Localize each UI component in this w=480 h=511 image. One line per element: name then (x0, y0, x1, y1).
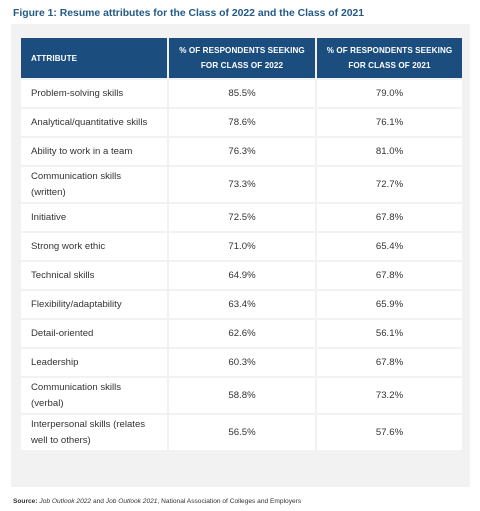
attribute-label: Technical skills (31, 269, 95, 281)
value-class-2021: 57.6% (317, 415, 462, 450)
table-row: Communication skills (verbal) 58.8% 73.2% (21, 378, 462, 413)
value-class-2021: 76.1% (317, 109, 462, 136)
value-class-2021: 81.0% (317, 138, 462, 165)
attribute-label: well to others) (31, 434, 91, 446)
attribute-cell: Technical skills (21, 262, 167, 289)
table-row: Initiative 72.5% 67.8% (21, 204, 462, 231)
attribute-label: Flexibility/adaptability (31, 298, 122, 310)
value-class-2022: 72.5% (169, 204, 315, 231)
source-organization: , National Association of Colleges and E… (157, 498, 302, 505)
source-label: Source: (13, 498, 38, 505)
value-class-2022: 58.8% (169, 378, 315, 413)
attribute-cell: Ability to work in a team (21, 138, 167, 165)
table-row: Interpersonal skills (relates well to oth… (21, 415, 462, 450)
attribute-label: Analytical/quantitative skills (31, 116, 148, 128)
value-class-2022: 60.3% (169, 349, 315, 376)
table-row: Ability to work in a team 76.3% 81.0% (21, 138, 462, 165)
table-row: Flexibility/adaptability 63.4% 65.9% (21, 291, 462, 318)
value-class-2021: 65.4% (317, 233, 462, 260)
value-class-2022: 73.3% (169, 167, 315, 202)
value-class-2021: 67.8% (317, 349, 462, 376)
value-class-2021: 73.2% (317, 378, 462, 413)
table-body: Problem-solving skills 85.5% 79.0% Analytic… (21, 80, 462, 450)
value-class-2021: 79.0% (317, 80, 462, 107)
header-attribute-label: ATTRIBUTE (31, 53, 78, 63)
table-row: Detail-oriented 62.6% 56.1% (21, 320, 462, 347)
table-row: Strong work ethic 71.0% 65.4% (21, 233, 462, 260)
table-row: Analytical/quantitative skills 78.6% 76.1% (21, 109, 462, 136)
value-class-2021: 56.1% (317, 320, 462, 347)
table-row: Communication skills (written) 73.3% 72.7% (21, 167, 462, 202)
attribute-label: (written) (31, 186, 66, 198)
value-class-2022: 62.6% (169, 320, 315, 347)
attribute-cell: Communication skills (written) (21, 167, 167, 202)
header-class-2021: % OF RESPONDENTS SEEKING FOR CLASS OF 20… (317, 38, 462, 78)
attribute-label: (verbal) (31, 397, 64, 409)
table-panel: ATTRIBUTE % OF RESPONDENTS SEEKING FOR C… (11, 24, 470, 487)
attribute-cell: Strong work ethic (21, 233, 167, 260)
attribute-cell: Initiative (21, 204, 167, 231)
attribute-label: Interpersonal skills (relates (31, 418, 146, 430)
header-attribute: ATTRIBUTE (21, 38, 167, 78)
value-class-2021: 72.7% (317, 167, 462, 202)
attribute-cell: Interpersonal skills (relates well to oth… (21, 415, 167, 450)
table-row: Technical skills 64.9% 67.8% (21, 262, 462, 289)
value-class-2022: 78.6% (169, 109, 315, 136)
attribute-label: Ability to work in a team (31, 145, 133, 157)
value-class-2022: 64.9% (169, 262, 315, 289)
value-class-2022: 76.3% (169, 138, 315, 165)
header-2022-line1: % OF RESPONDENTS SEEKING (179, 46, 305, 55)
value-class-2022: 71.0% (169, 233, 315, 260)
source-publication-2022: Job Outlook 2022 (39, 498, 92, 505)
table-row: Problem-solving skills 85.5% 79.0% (21, 80, 462, 107)
attribute-cell: Analytical/quantitative skills (21, 109, 167, 136)
attribute-cell: Problem-solving skills (21, 80, 167, 107)
attributes-table: ATTRIBUTE % OF RESPONDENTS SEEKING FOR C… (19, 36, 464, 452)
header-2022-line2: FOR CLASS OF 2022 (200, 61, 284, 70)
attribute-cell: Detail-oriented (21, 320, 167, 347)
value-class-2021: 67.8% (317, 204, 462, 231)
attribute-label: Communication skills (31, 381, 122, 393)
header-2021-line1: % OF RESPONDENTS SEEKING (326, 46, 453, 55)
value-class-2021: 65.9% (317, 291, 462, 318)
attribute-label: Strong work ethic (31, 240, 106, 252)
value-class-2022: 85.5% (169, 80, 315, 107)
attribute-label: Detail-oriented (31, 327, 94, 339)
attribute-label: Problem-solving skills (31, 87, 124, 99)
attribute-label: Communication skills (31, 170, 122, 182)
table-row: Leadership 60.3% 67.8% (21, 349, 462, 376)
value-class-2022: 56.5% (169, 415, 315, 450)
source-publication-2021: Job Outlook 2021 (105, 498, 158, 505)
source-connector: and (91, 498, 106, 505)
source-note: Source: Job Outlook 2022 and Job Outlook… (13, 498, 468, 505)
attribute-cell: Leadership (21, 349, 167, 376)
value-class-2021: 67.8% (317, 262, 462, 289)
value-class-2022: 63.4% (169, 291, 315, 318)
table-header-row: ATTRIBUTE % OF RESPONDENTS SEEKING FOR C… (21, 38, 462, 78)
header-class-2022: % OF RESPONDENTS SEEKING FOR CLASS OF 20… (169, 38, 315, 78)
attribute-label: Initiative (31, 211, 67, 223)
attribute-cell: Communication skills (verbal) (21, 378, 167, 413)
attribute-cell: Flexibility/adaptability (21, 291, 167, 318)
attribute-label: Leadership (31, 356, 79, 368)
figure-title: Figure 1: Resume attributes for the Clas… (13, 8, 365, 19)
header-2021-line2: FOR CLASS OF 2021 (348, 61, 431, 70)
